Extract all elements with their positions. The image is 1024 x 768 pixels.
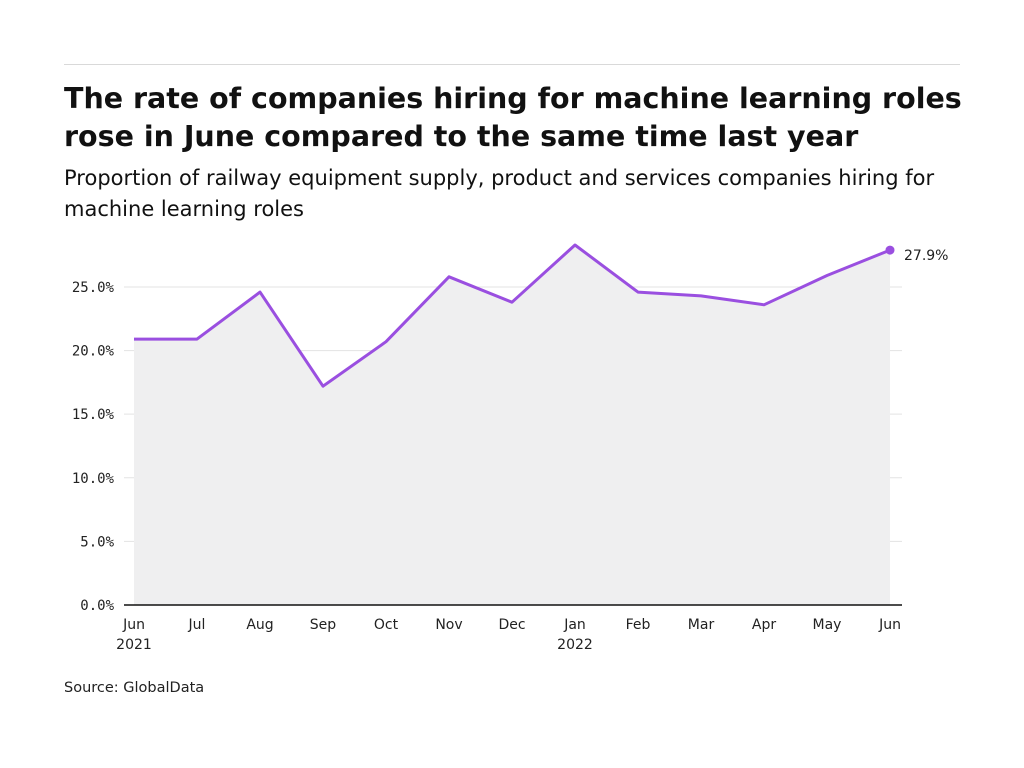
x-tick-year-label: 2022 xyxy=(557,637,593,653)
x-tick-label: Apr xyxy=(752,617,776,633)
x-tick-year-label: 2021 xyxy=(116,637,152,653)
chart-title: The rate of companies hiring for machine… xyxy=(64,82,962,153)
y-tick-label: 20.0% xyxy=(72,344,115,360)
chart-subtitle: Proportion of railway equipment supply, … xyxy=(64,166,935,221)
x-tick-label: Feb xyxy=(626,617,651,633)
x-tick-label: Jan xyxy=(563,617,586,633)
top-divider xyxy=(64,64,960,65)
y-tick-label: 5.0% xyxy=(80,534,114,550)
x-tick-label: Aug xyxy=(246,617,273,633)
end-value-label: 27.9% xyxy=(904,248,948,264)
x-tick-label: May xyxy=(813,617,842,633)
x-tick-label: Nov xyxy=(435,617,462,633)
x-tick-label: Jun xyxy=(122,617,145,633)
data-marks: 27.9% xyxy=(885,245,948,264)
x-tick-label: Jul xyxy=(188,617,206,633)
y-axis-ticks: 0.0% 5.0% 10.0% 15.0% 20.0% 25.0% xyxy=(72,280,115,614)
x-tick-label: Dec xyxy=(498,617,525,633)
area-fill xyxy=(134,245,890,605)
x-tick-label: Sep xyxy=(310,617,337,633)
series-line xyxy=(134,243,891,388)
end-point-dot xyxy=(885,245,895,255)
source-note: Source: GlobalData xyxy=(64,680,205,696)
y-tick-label: 25.0% xyxy=(72,280,115,296)
x-tick-label: Jun xyxy=(878,617,901,633)
x-axis-ticks: Jun 2021 Jul Aug Sep Oct Nov Dec Jan 2022 Feb Mar Ap… xyxy=(116,617,901,653)
y-tick-label: 15.0% xyxy=(72,407,115,423)
x-tick-label: Oct xyxy=(374,617,399,633)
y-tick-label: 10.0% xyxy=(72,471,115,487)
y-tick-label: 0.0% xyxy=(80,598,114,614)
x-tick-label: Mar xyxy=(688,617,715,633)
